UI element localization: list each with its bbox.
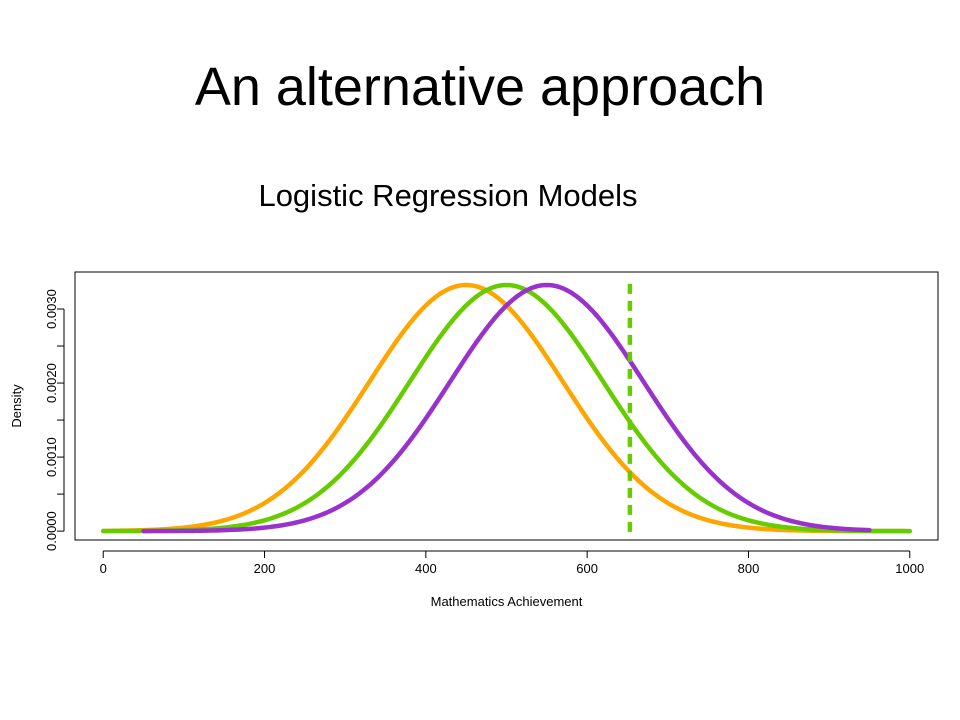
y-tick-label: 0.0030 [44, 289, 59, 329]
x-tick-label: 800 [738, 561, 760, 576]
density-curve-3 [141, 282, 872, 534]
x-tick-label: 600 [576, 561, 598, 576]
y-axis: 0.0000 0.0010 0.0020 0.0030 [44, 289, 65, 551]
density-curve-1 [100, 282, 913, 534]
slide-subtitle: Logistic Regression Models [258, 178, 638, 213]
y-axis-label: Density [9, 384, 24, 428]
y-tick-label: 0.0000 [44, 511, 59, 551]
plot-frame [74, 271, 939, 541]
x-axis-label: Mathematics Achievement [431, 594, 583, 609]
x-axis: 0 200 400 600 800 1000 [100, 550, 924, 576]
slide-title: An alternative approach [194, 57, 766, 117]
y-tick-label: 0.0020 [44, 363, 59, 403]
y-tick-label: 0.0010 [44, 437, 59, 477]
x-tick-label: 400 [415, 561, 437, 576]
x-tick-label: 200 [254, 561, 276, 576]
density-curve-2 [100, 282, 913, 534]
x-tick-label: 0 [100, 561, 107, 576]
series-layer [100, 282, 913, 534]
x-tick-label: 1000 [895, 561, 924, 576]
